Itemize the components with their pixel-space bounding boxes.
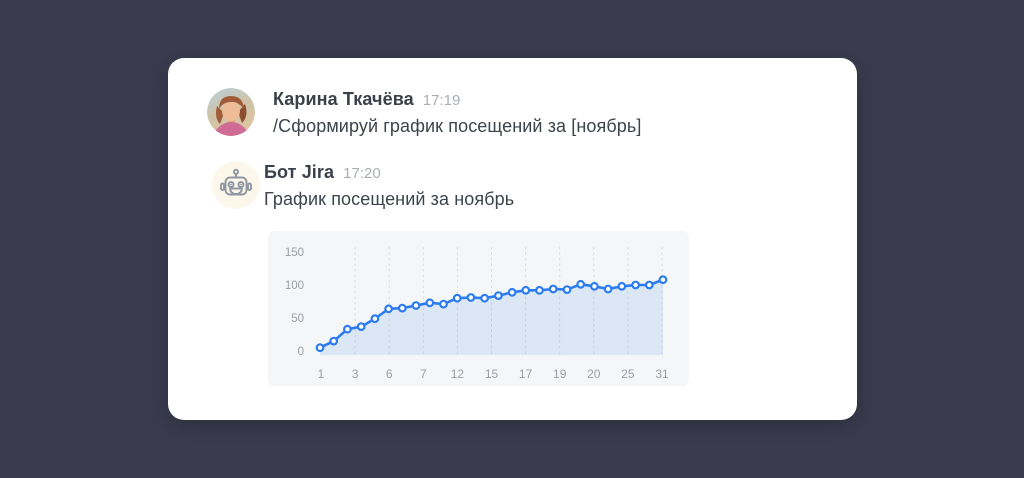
chat-card: Карина Ткачёва 17:19 /Сформируй график п… [168, 58, 857, 420]
message-author[interactable]: Бот Jira [264, 162, 335, 182]
message-header: Карина Ткачёва 17:19 [273, 89, 641, 110]
svg-text:31: 31 [655, 367, 669, 381]
x-axis-labels: 1 3 6 7 12 15 17 19 20 25 31 [318, 367, 669, 381]
message-author[interactable]: Карина Ткачёва [273, 89, 414, 109]
message-timestamp[interactable]: 17:19 [422, 92, 461, 109]
message-text: График посещений за ноябрь [264, 189, 515, 209]
data-markers [315, 275, 668, 353]
woman-photo-avatar [207, 88, 255, 136]
visits-chart-panel: 0 50 100 150 1 3 6 7 12 15 17 19 20 25 31 [268, 231, 689, 386]
svg-text:1: 1 [318, 367, 325, 381]
message-bot: Бот Jira 17:20 График посещений за ноябр… [264, 162, 514, 210]
robot-icon [212, 161, 260, 209]
svg-text:150: 150 [285, 247, 304, 259]
y-axis-labels: 0 50 100 150 [285, 247, 304, 358]
message-user: Карина Ткачёва 17:19 /Сформируй график п… [273, 89, 641, 137]
svg-text:20: 20 [587, 367, 601, 381]
message-text: /Сформируй график посещений за [ноябрь] [273, 116, 642, 136]
svg-text:6: 6 [386, 367, 393, 381]
gridlines [354, 247, 663, 355]
svg-text:15: 15 [485, 367, 499, 381]
message-header: Бот Jira 17:20 [264, 162, 514, 183]
message-timestamp[interactable]: 17:20 [343, 165, 381, 182]
user-avatar[interactable] [207, 88, 255, 136]
visits-line-chart: 0 50 100 150 1 3 6 7 12 15 17 19 20 25 31 [285, 247, 669, 381]
svg-text:50: 50 [291, 313, 304, 325]
svg-text:7: 7 [420, 367, 427, 381]
svg-text:25: 25 [621, 367, 635, 381]
svg-text:12: 12 [451, 367, 465, 381]
svg-text:0: 0 [298, 346, 304, 358]
area-fill [320, 279, 663, 355]
bot-avatar[interactable] [212, 161, 260, 209]
svg-text:100: 100 [285, 280, 304, 292]
svg-text:3: 3 [352, 367, 359, 381]
svg-text:17: 17 [519, 367, 533, 381]
svg-text:19: 19 [553, 367, 567, 381]
